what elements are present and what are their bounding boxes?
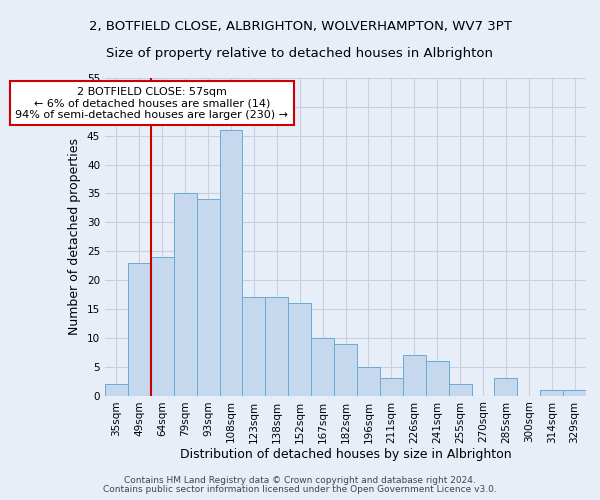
Bar bbox=[220, 130, 242, 396]
Bar bbox=[563, 390, 586, 396]
Bar bbox=[426, 361, 449, 396]
Bar bbox=[449, 384, 472, 396]
Text: 2, BOTFIELD CLOSE, ALBRIGHTON, WOLVERHAMPTON, WV7 3PT: 2, BOTFIELD CLOSE, ALBRIGHTON, WOLVERHAM… bbox=[89, 20, 511, 33]
Text: 2 BOTFIELD CLOSE: 57sqm
← 6% of detached houses are smaller (14)
94% of semi-det: 2 BOTFIELD CLOSE: 57sqm ← 6% of detached… bbox=[16, 86, 289, 120]
Bar bbox=[151, 257, 174, 396]
Bar bbox=[357, 366, 380, 396]
Bar bbox=[265, 298, 288, 396]
Bar bbox=[242, 298, 265, 396]
Bar bbox=[197, 199, 220, 396]
Bar bbox=[494, 378, 517, 396]
Bar bbox=[105, 384, 128, 396]
Bar bbox=[288, 303, 311, 396]
Bar bbox=[380, 378, 403, 396]
Bar bbox=[174, 194, 197, 396]
Bar bbox=[128, 262, 151, 396]
Text: Size of property relative to detached houses in Albrighton: Size of property relative to detached ho… bbox=[107, 48, 493, 60]
Text: Contains public sector information licensed under the Open Government Licence v3: Contains public sector information licen… bbox=[103, 485, 497, 494]
Text: Contains HM Land Registry data © Crown copyright and database right 2024.: Contains HM Land Registry data © Crown c… bbox=[124, 476, 476, 485]
Bar bbox=[403, 355, 426, 396]
Bar bbox=[540, 390, 563, 396]
Bar bbox=[311, 338, 334, 396]
X-axis label: Distribution of detached houses by size in Albrighton: Distribution of detached houses by size … bbox=[180, 448, 511, 461]
Y-axis label: Number of detached properties: Number of detached properties bbox=[68, 138, 82, 335]
Bar bbox=[334, 344, 357, 396]
